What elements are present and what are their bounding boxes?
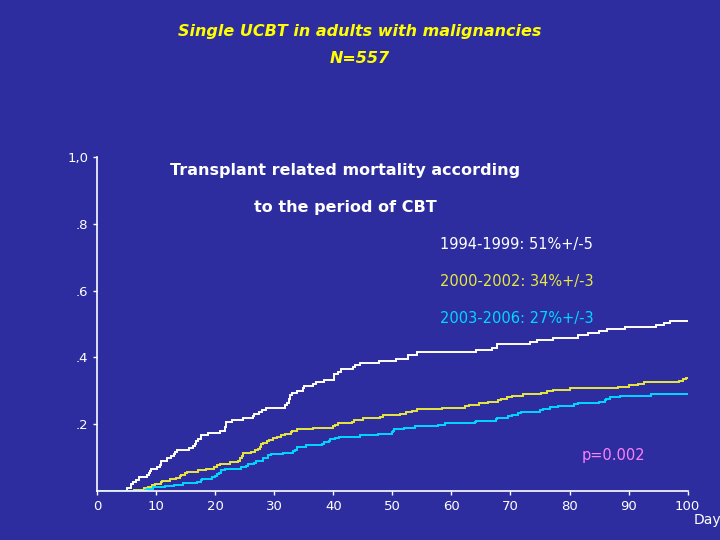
Text: 2003-2006: 27%+/-3: 2003-2006: 27%+/-3	[440, 310, 593, 326]
Text: Single UCBT in adults with malignancies: Single UCBT in adults with malignancies	[179, 24, 541, 39]
Text: N=557: N=557	[330, 51, 390, 66]
Text: to the period of CBT: to the period of CBT	[253, 200, 436, 215]
Text: 2000-2002: 34%+/-3: 2000-2002: 34%+/-3	[440, 274, 593, 289]
Text: Transplant related mortality according: Transplant related mortality according	[170, 163, 521, 178]
Text: Days: Days	[693, 513, 720, 527]
Text: p=0.002: p=0.002	[581, 448, 645, 463]
Text: 1994-1999: 51%+/-5: 1994-1999: 51%+/-5	[440, 237, 593, 252]
